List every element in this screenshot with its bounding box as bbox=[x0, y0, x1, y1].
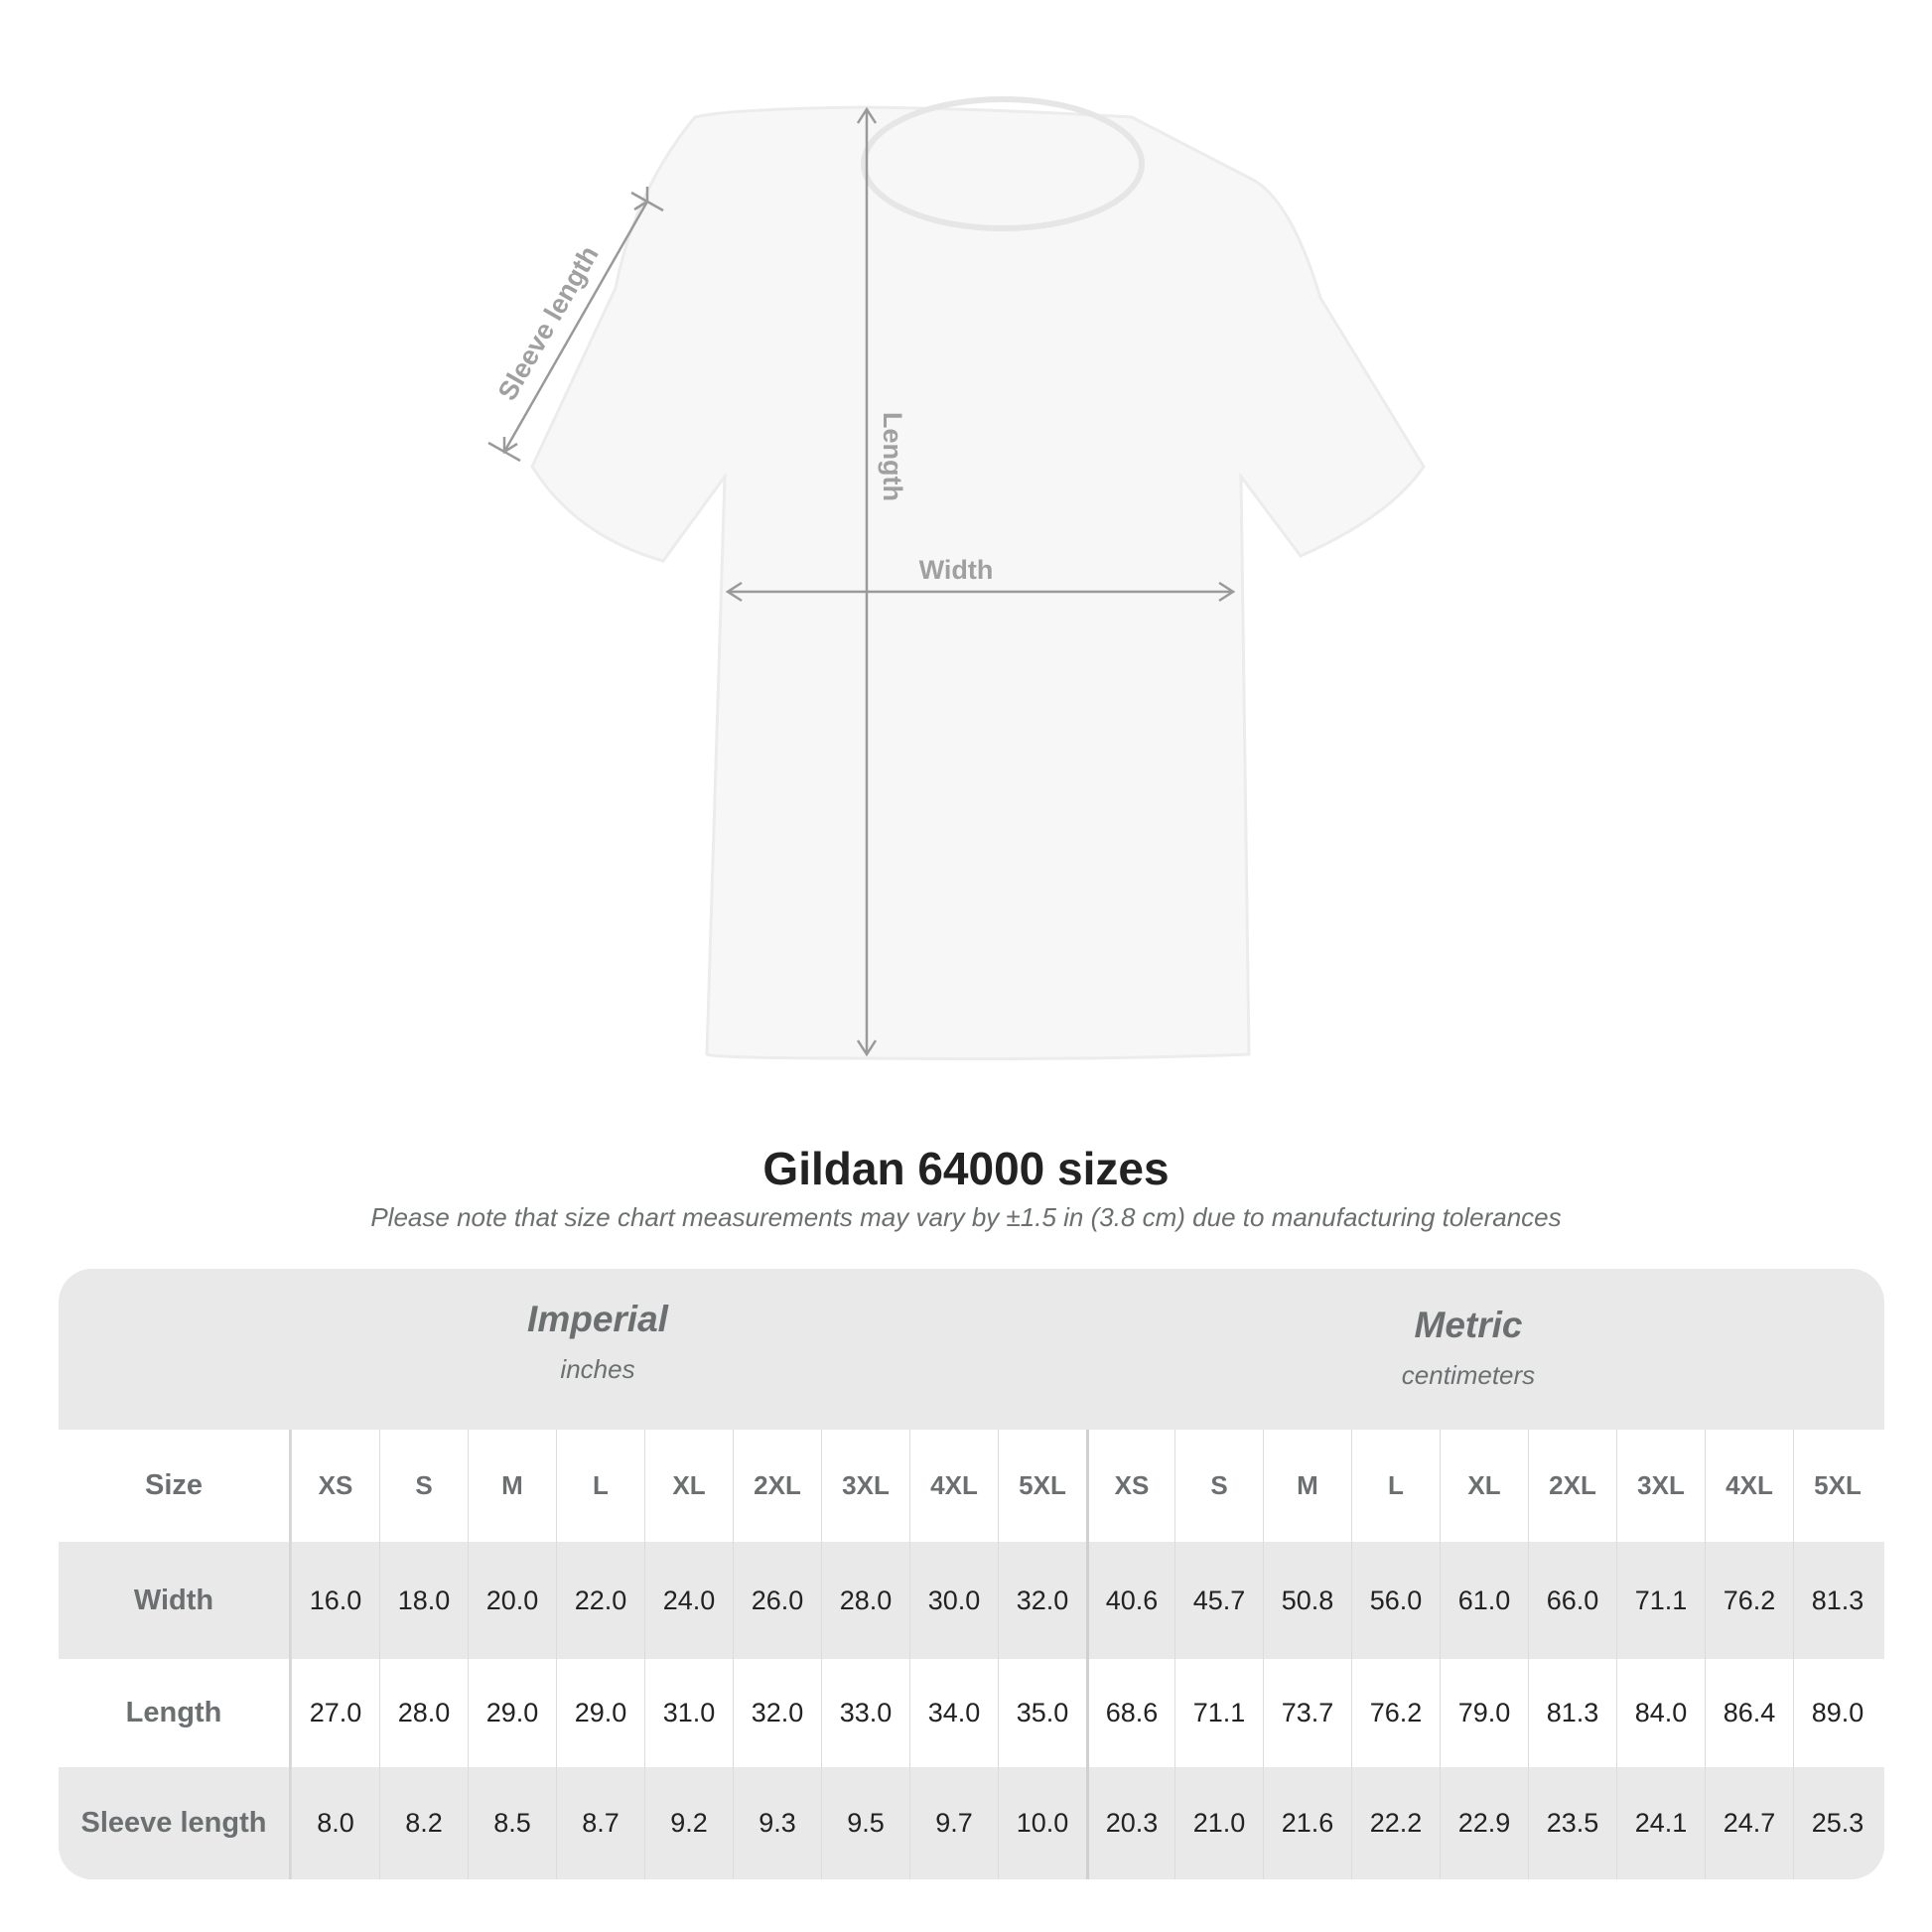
size-header-cell: 2XL bbox=[1528, 1430, 1616, 1542]
imperial-value-cell: 18.0 bbox=[379, 1542, 468, 1659]
metric-value-cell: 22.2 bbox=[1351, 1767, 1440, 1879]
imperial-value-cell: 9.7 bbox=[909, 1767, 998, 1879]
size-header-cell: 2XL bbox=[733, 1430, 821, 1542]
size-header-cell: 5XL bbox=[1793, 1430, 1881, 1542]
imperial-value-cell: 28.0 bbox=[379, 1659, 468, 1767]
imperial-value-cell: 34.0 bbox=[909, 1659, 998, 1767]
metric-value-cell: 89.0 bbox=[1793, 1659, 1881, 1767]
imperial-value-cell: 32.0 bbox=[998, 1542, 1086, 1659]
metric-value-cell: 76.2 bbox=[1351, 1659, 1440, 1767]
metric-title: Metric bbox=[1414, 1305, 1523, 1345]
metric-value-cell: 81.3 bbox=[1528, 1659, 1616, 1767]
imperial-value-cell: 30.0 bbox=[909, 1542, 998, 1659]
size-header-cell: XL bbox=[1440, 1430, 1528, 1542]
size-header-cell: L bbox=[556, 1430, 644, 1542]
metric-value-cell: 79.0 bbox=[1440, 1659, 1528, 1767]
size-header-cell: M bbox=[468, 1430, 556, 1542]
imperial-value-cell: 16.0 bbox=[291, 1542, 379, 1659]
tshirt-image bbox=[530, 105, 1426, 1060]
size-header-cell: 3XL bbox=[821, 1430, 909, 1542]
imperial-value-cell: 28.0 bbox=[821, 1542, 909, 1659]
imperial-value-cell: 9.5 bbox=[821, 1767, 909, 1879]
metric-unit: centimeters bbox=[1401, 1360, 1536, 1390]
imperial-value-cell: 9.2 bbox=[644, 1767, 733, 1879]
imperial-value-cell: 32.0 bbox=[733, 1659, 821, 1767]
size-header-cell: 4XL bbox=[1705, 1430, 1793, 1542]
width-row: Width 16.0 18.0 20.0 22.0 24.0 26.0 28.0 30.0 32.… bbox=[59, 1542, 1884, 1659]
imperial-value-cell: 8.5 bbox=[468, 1767, 556, 1879]
imperial-value-cell: 27.0 bbox=[291, 1659, 379, 1767]
metric-value-cell: 20.3 bbox=[1086, 1767, 1174, 1879]
metric-value-cell: 22.9 bbox=[1440, 1767, 1528, 1879]
metric-value-cell: 24.7 bbox=[1705, 1767, 1793, 1879]
imperial-value-cell: 35.0 bbox=[998, 1659, 1086, 1767]
size-header-cell: S bbox=[379, 1430, 468, 1542]
size-header-cell: XL bbox=[644, 1430, 733, 1542]
metric-value-cell: 21.0 bbox=[1174, 1767, 1263, 1879]
row-label: Sleeve length bbox=[59, 1767, 291, 1879]
metric-value-cell: 23.5 bbox=[1528, 1767, 1616, 1879]
metric-value-cell: 73.7 bbox=[1263, 1659, 1351, 1767]
metric-header: Metric centimeters bbox=[1270, 1305, 1667, 1391]
metric-value-cell: 61.0 bbox=[1440, 1542, 1528, 1659]
size-header-cell: XS bbox=[291, 1430, 379, 1542]
metric-value-cell: 68.6 bbox=[1086, 1659, 1174, 1767]
tshirt-diagram: Width Length Sleeve length bbox=[487, 96, 1426, 1060]
metric-value-cell: 24.1 bbox=[1616, 1767, 1705, 1879]
imperial-value-cell: 20.0 bbox=[468, 1542, 556, 1659]
imperial-value-cell: 33.0 bbox=[821, 1659, 909, 1767]
metric-value-cell: 56.0 bbox=[1351, 1542, 1440, 1659]
row-label: Width bbox=[59, 1542, 291, 1659]
imperial-value-cell: 26.0 bbox=[733, 1542, 821, 1659]
metric-value-cell: 40.6 bbox=[1086, 1542, 1174, 1659]
size-header-cell: 3XL bbox=[1616, 1430, 1705, 1542]
metric-value-cell: 71.1 bbox=[1616, 1542, 1705, 1659]
imperial-value-cell: 8.2 bbox=[379, 1767, 468, 1879]
metric-value-cell: 76.2 bbox=[1705, 1542, 1793, 1659]
metric-value-cell: 21.6 bbox=[1263, 1767, 1351, 1879]
size-table: Imperial inches Metric centimeters Size X… bbox=[59, 1269, 1884, 1879]
imperial-value-cell: 10.0 bbox=[998, 1767, 1086, 1879]
measure-lines bbox=[487, 106, 1236, 1057]
size-header-cell: 5XL bbox=[998, 1430, 1086, 1542]
imperial-value-cell: 29.0 bbox=[468, 1659, 556, 1767]
collar bbox=[861, 96, 1145, 231]
length-label: Length bbox=[878, 412, 907, 501]
imperial-value-cell: 31.0 bbox=[644, 1659, 733, 1767]
imperial-value-cell: 8.7 bbox=[556, 1767, 644, 1879]
metric-value-cell: 66.0 bbox=[1528, 1542, 1616, 1659]
metric-value-cell: 84.0 bbox=[1616, 1659, 1705, 1767]
size-row: Size XS S M L XL 2XL 3XL 4XL 5XL XS S M L XL 2XL 3XL 4XL 5… bbox=[59, 1430, 1884, 1542]
imperial-value-cell: 8.0 bbox=[291, 1767, 379, 1879]
imperial-header: Imperial inches bbox=[399, 1299, 796, 1385]
imperial-value-cell: 22.0 bbox=[556, 1542, 644, 1659]
metric-value-cell: 71.1 bbox=[1174, 1659, 1263, 1767]
page-title: Gildan 64000 sizes bbox=[762, 1143, 1170, 1194]
row-label: Size bbox=[59, 1430, 291, 1542]
sleeve-length-row: Sleeve length 8.0 8.2 8.5 8.7 9.2 9.3 9.5 9.7 10.… bbox=[59, 1767, 1884, 1879]
size-header-cell: S bbox=[1174, 1430, 1263, 1542]
row-label: Length bbox=[59, 1659, 291, 1767]
length-row: Length 27.0 28.0 29.0 29.0 31.0 32.0 33.0 34.0 35… bbox=[59, 1659, 1884, 1767]
metric-value-cell: 81.3 bbox=[1793, 1542, 1881, 1659]
metric-value-cell: 25.3 bbox=[1793, 1767, 1881, 1879]
size-header-cell: M bbox=[1263, 1430, 1351, 1542]
imperial-unit: inches bbox=[560, 1354, 635, 1384]
size-header-cell: XS bbox=[1086, 1430, 1174, 1542]
imperial-value-cell: 9.3 bbox=[733, 1767, 821, 1879]
tolerance-note: Please note that size chart measurements… bbox=[370, 1202, 1562, 1232]
width-label: Width bbox=[919, 555, 994, 585]
size-header-cell: L bbox=[1351, 1430, 1440, 1542]
metric-value-cell: 86.4 bbox=[1705, 1659, 1793, 1767]
size-header-cell: 4XL bbox=[909, 1430, 998, 1542]
table-header: Imperial inches Metric centimeters bbox=[59, 1269, 1884, 1430]
metric-value-cell: 45.7 bbox=[1174, 1542, 1263, 1659]
metric-value-cell: 50.8 bbox=[1263, 1542, 1351, 1659]
imperial-value-cell: 29.0 bbox=[556, 1659, 644, 1767]
imperial-title: Imperial bbox=[527, 1299, 668, 1339]
imperial-value-cell: 24.0 bbox=[644, 1542, 733, 1659]
